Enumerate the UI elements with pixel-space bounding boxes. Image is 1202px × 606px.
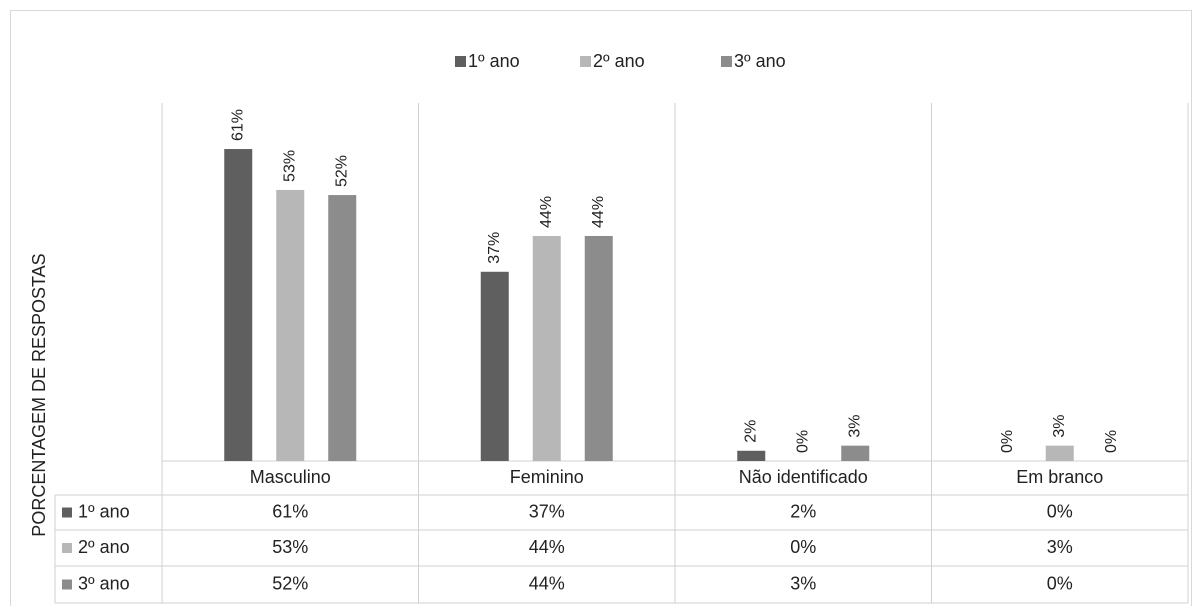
data-label: 61% [229,109,246,141]
table-cell: 53% [272,537,308,557]
category-label: Em branco [1016,467,1103,487]
bar [841,445,870,461]
bar [328,195,357,462]
legend-label: 1º ano [468,51,520,71]
table-cell: 0% [790,537,816,557]
bar [276,189,305,461]
bar [737,450,766,461]
table-swatch [62,507,72,518]
legend-label: 3º ano [734,51,786,71]
category-label: Não identificado [739,467,868,487]
data-label: 44% [590,196,607,228]
table-cell: 44% [529,537,565,557]
legend-swatch [721,56,732,67]
table-swatch [62,543,72,553]
table-cell: 0% [1047,501,1073,521]
table-cell: 61% [272,501,308,521]
data-label: 53% [281,150,298,182]
legend-swatch [580,56,591,67]
bar [532,235,561,461]
table-row-label: 3º ano [78,573,130,593]
data-label: 37% [486,232,503,264]
category-label: Masculino [250,467,331,487]
legend-swatch [455,56,466,67]
data-label: 0% [999,430,1016,453]
data-label: 0% [1103,430,1120,453]
legend-label: 2º ano [593,51,645,71]
data-label: 44% [538,196,555,228]
category-label: Feminino [510,467,584,487]
table-cell: 37% [529,501,565,521]
data-label: 0% [794,430,811,453]
bar [584,235,613,461]
table-cell: 44% [529,573,565,593]
bar [480,271,509,461]
table-cell: 3% [790,573,816,593]
data-label: 3% [1051,415,1068,438]
table-row-label: 1º ano [78,501,130,521]
data-label: 3% [846,415,863,438]
table-cell: 2% [790,501,816,521]
table-cell: 0% [1047,573,1073,593]
data-label: 2% [742,420,759,443]
table-row-label: 2º ano [78,537,130,557]
y-axis-title: PORCENTAGEM DE RESPOSTAS [29,253,49,536]
table-swatch [62,579,72,590]
bar [1045,445,1074,461]
table-cell: 3% [1047,537,1073,557]
bar [224,149,253,461]
data-label: 52% [333,155,350,187]
table-cell: 52% [272,573,308,593]
